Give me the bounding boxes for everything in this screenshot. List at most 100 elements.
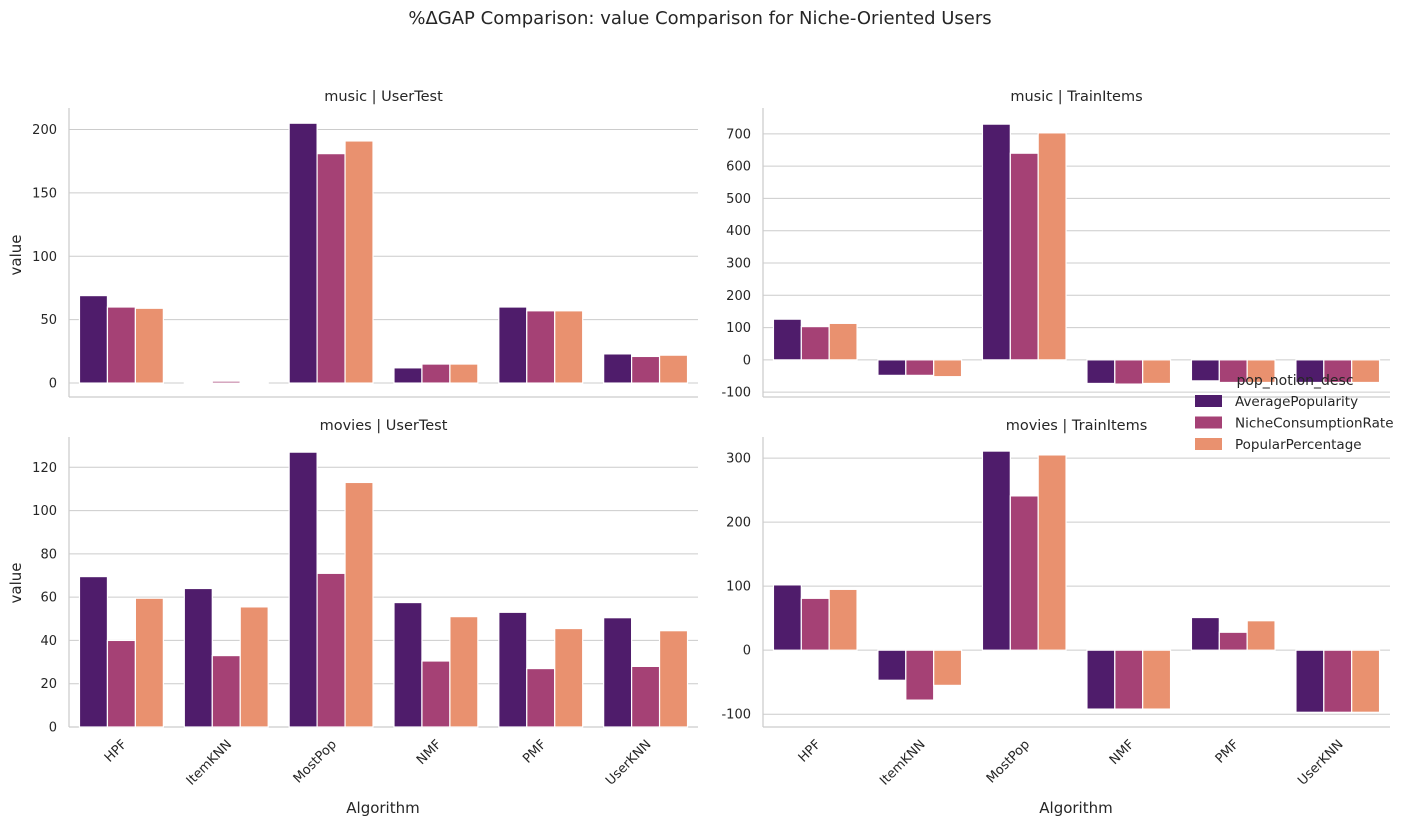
bar-AveragePopularity-MostPop bbox=[288, 451, 318, 728]
bar-AveragePopularity-UserKNN bbox=[603, 617, 633, 728]
bar-AveragePopularity-NMF bbox=[1086, 359, 1116, 385]
subplot-1: 0 50 100 150 200 music | UserTest bbox=[32, 89, 698, 398]
y-tick-label: 100 bbox=[32, 250, 57, 265]
x-tick-label: ItemKNN bbox=[184, 737, 235, 788]
figure-title: %ΔGAP Comparison: value Comparison for N… bbox=[408, 8, 991, 29]
y-axis-label-top: value bbox=[7, 235, 25, 276]
bar-PopularPercentage-PMF bbox=[1246, 620, 1276, 651]
y-tick-label: 20 bbox=[40, 677, 57, 692]
bar-NicheConsumptionRate-UserKNN bbox=[1323, 649, 1353, 713]
bar-AveragePopularity-UserKNN bbox=[1295, 649, 1325, 713]
bar-PopularPercentage-MostPop bbox=[344, 481, 374, 728]
bar-PopularPercentage-UserKNN bbox=[1351, 649, 1381, 713]
legend-label: AveragePopularity bbox=[1235, 394, 1358, 410]
bar-PopularPercentage-ItemKNN bbox=[239, 381, 269, 384]
bar-PopularPercentage-NMF bbox=[1142, 649, 1172, 710]
legend-swatch bbox=[1195, 395, 1222, 407]
bar-PopularPercentage-PMF bbox=[554, 627, 584, 728]
bar-AveragePopularity-ItemKNN bbox=[877, 649, 907, 681]
bar-PopularPercentage-MostPop bbox=[1037, 132, 1067, 361]
bar-AveragePopularity-HPF bbox=[772, 584, 802, 651]
bar-AveragePopularity-ItemKNN bbox=[877, 359, 907, 376]
bar-AveragePopularity-HPF bbox=[78, 294, 109, 384]
bar-NicheConsumptionRate-MostPop bbox=[1009, 495, 1039, 651]
bar-AveragePopularity-PMF bbox=[498, 611, 528, 728]
bar-PopularPercentage-ItemKNN bbox=[239, 606, 269, 728]
x-tick-label: UserKNN bbox=[603, 737, 654, 788]
bar-PopularPercentage-PMF bbox=[554, 310, 584, 384]
y-tick-label: 100 bbox=[726, 580, 751, 595]
y-tick-label: 300 bbox=[726, 452, 751, 467]
bar-AveragePopularity-ItemKNN bbox=[183, 381, 213, 384]
y-axis-label-bottom: value bbox=[7, 563, 25, 604]
legend-label: NicheConsumptionRate bbox=[1235, 416, 1394, 432]
legend-title: pop_notion_desc bbox=[1236, 373, 1353, 389]
subplot-title: music | UserTest bbox=[324, 89, 443, 105]
x-tick-label: NMF bbox=[414, 737, 445, 768]
bar-AveragePopularity-NMF bbox=[393, 367, 423, 384]
bar-PopularPercentage-NMF bbox=[449, 363, 479, 384]
subplot-4: -100 0 100 200 300 movies | TrainItems HPF Item… bbox=[721, 418, 1390, 789]
bar-PopularPercentage-UserKNN bbox=[1351, 359, 1381, 384]
bar-AveragePopularity-PMF bbox=[1190, 359, 1220, 382]
y-tick-label: 150 bbox=[32, 186, 57, 201]
bar-NicheConsumptionRate-HPF bbox=[800, 597, 830, 651]
bar-NicheConsumptionRate-UserKNN bbox=[631, 355, 661, 384]
bar-PopularPercentage-HPF bbox=[828, 588, 858, 651]
bar-AveragePopularity-MostPop bbox=[981, 450, 1011, 651]
bar-PopularPercentage-HPF bbox=[134, 307, 164, 384]
y-tick-label: 400 bbox=[726, 224, 751, 239]
bar-AveragePopularity-MostPop bbox=[981, 123, 1011, 361]
bar-NicheConsumptionRate-UserKNN bbox=[631, 665, 661, 728]
subplot-title: movies | TrainItems bbox=[1006, 418, 1148, 434]
y-tick-label: 100 bbox=[726, 321, 751, 336]
bar-AveragePopularity-NMF bbox=[393, 601, 423, 728]
y-tick-label: 0 bbox=[49, 721, 57, 736]
bar-AveragePopularity-PMF bbox=[1190, 616, 1220, 651]
bar-NicheConsumptionRate-PMF bbox=[1218, 631, 1248, 651]
bar-NicheConsumptionRate-MostPop bbox=[316, 153, 346, 384]
y-tick-label: 0 bbox=[743, 353, 751, 368]
bar-NicheConsumptionRate-PMF bbox=[526, 667, 556, 728]
y-tick-label: 600 bbox=[726, 160, 751, 175]
legend-swatch bbox=[1195, 416, 1222, 429]
bar-PopularPercentage-PMF bbox=[1246, 359, 1276, 384]
x-tick-label: MostPop bbox=[291, 737, 340, 786]
y-tick-label: -100 bbox=[721, 708, 751, 723]
y-tick-label: 0 bbox=[743, 644, 751, 659]
x-tick-label: PMF bbox=[1213, 737, 1242, 766]
y-tick-label: 80 bbox=[40, 547, 57, 562]
bar-NicheConsumptionRate-NMF bbox=[1114, 359, 1144, 385]
bar-NicheConsumptionRate-MostPop bbox=[1009, 152, 1039, 361]
bar-NicheConsumptionRate-NMF bbox=[421, 363, 451, 384]
bar-AveragePopularity-UserKNN bbox=[603, 353, 633, 384]
bar-NicheConsumptionRate-MostPop bbox=[316, 572, 346, 728]
bar-NicheConsumptionRate-NMF bbox=[1114, 649, 1144, 710]
bar-PopularPercentage-UserKNN bbox=[658, 630, 689, 728]
bar-NicheConsumptionRate-NMF bbox=[421, 660, 451, 728]
bar-PopularPercentage-ItemKNN bbox=[933, 359, 963, 378]
subplot-title: movies | UserTest bbox=[320, 418, 448, 434]
x-tick-label: MostPop bbox=[984, 737, 1033, 786]
x-tick-label: UserKNN bbox=[1295, 737, 1346, 788]
x-tick-label: PMF bbox=[520, 737, 549, 766]
bar-PopularPercentage-MostPop bbox=[344, 140, 374, 384]
bar-PopularPercentage-ItemKNN bbox=[933, 649, 963, 686]
x-axis-label-right: Algorithm bbox=[1039, 799, 1112, 817]
y-tick-label: 500 bbox=[726, 192, 751, 207]
x-tick-label: ItemKNN bbox=[877, 737, 928, 788]
y-tick-label: 40 bbox=[40, 634, 57, 649]
y-tick-label: 200 bbox=[32, 123, 57, 138]
bar-PopularPercentage-MostPop bbox=[1037, 454, 1067, 651]
subplot-2: -100 0 100 200 300 400 500 600 700 music | TrainI… bbox=[721, 89, 1390, 401]
bar-AveragePopularity-HPF bbox=[772, 318, 802, 361]
x-tick-label: HPF bbox=[102, 737, 130, 765]
y-tick-label: 300 bbox=[726, 256, 751, 271]
bar-NicheConsumptionRate-HPF bbox=[106, 639, 136, 728]
bar-AveragePopularity-NMF bbox=[1086, 649, 1116, 710]
bar-PopularPercentage-HPF bbox=[134, 597, 164, 728]
y-tick-label: 200 bbox=[726, 516, 751, 531]
y-tick-label: -100 bbox=[721, 386, 751, 401]
y-tick-label: 50 bbox=[40, 313, 57, 328]
bar-AveragePopularity-PMF bbox=[498, 306, 528, 384]
